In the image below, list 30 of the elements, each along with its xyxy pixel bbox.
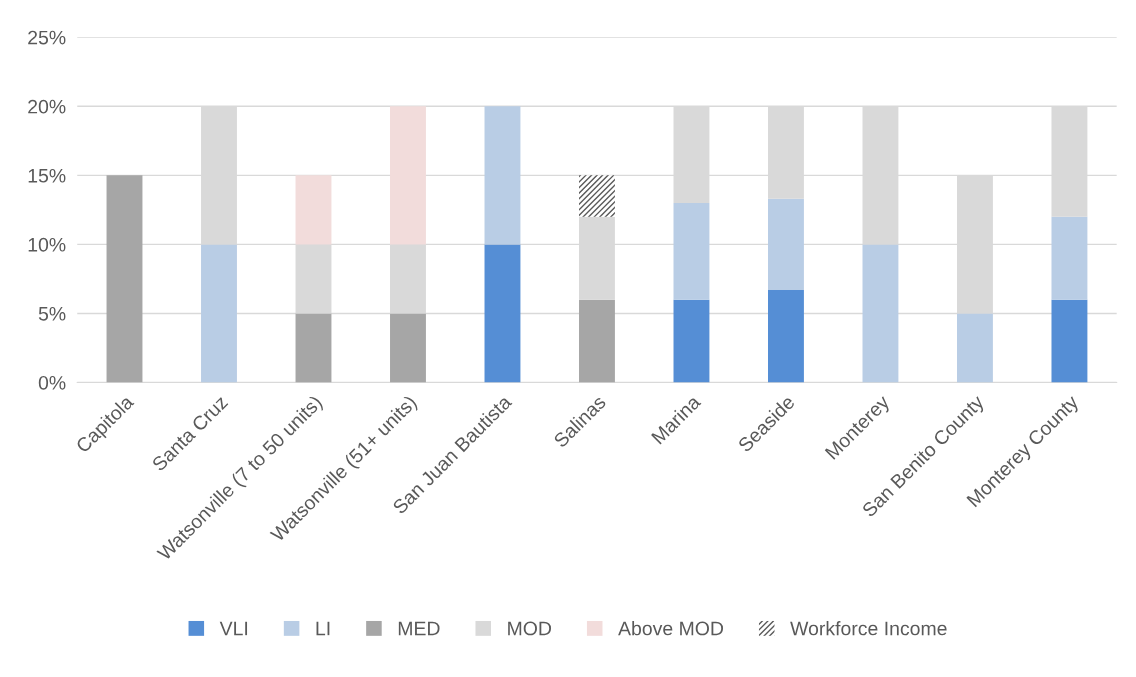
y-tick-label: 20% — [28, 99, 66, 114]
bar — [956, 313, 993, 383]
bar — [390, 106, 426, 245]
bar — [390, 313, 426, 383]
bar — [673, 202, 710, 300]
bar — [1051, 216, 1088, 300]
bar — [768, 198, 804, 290]
bar — [673, 299, 710, 383]
y-tick-label: 10% — [28, 237, 66, 252]
legend-label: MED — [398, 621, 440, 636]
bar — [484, 244, 521, 383]
bar — [579, 299, 615, 383]
legend-label: MOD — [508, 621, 552, 636]
bar — [862, 244, 899, 383]
bar — [106, 175, 143, 383]
bar — [579, 175, 615, 217]
y-tick-label: 25% — [28, 30, 66, 45]
legend-label: VLI — [219, 621, 248, 636]
bar — [295, 175, 332, 245]
legend-label: Above MOD — [618, 621, 724, 636]
bar — [484, 106, 521, 245]
legend-label: LI — [316, 621, 330, 636]
y-tick-label: 5% — [38, 307, 66, 321]
legend-label: Workforce Income — [790, 621, 947, 636]
bar — [768, 289, 804, 383]
y-tick-label: 15% — [28, 168, 66, 183]
bar — [1051, 299, 1088, 383]
y-tick-label: 0% — [38, 375, 66, 390]
bar — [295, 313, 332, 383]
bar — [201, 244, 237, 383]
